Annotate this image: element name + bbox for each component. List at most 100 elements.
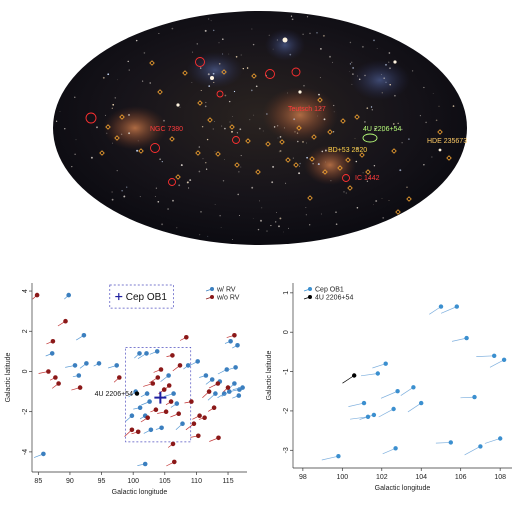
sky-diamond-marker [445,70,451,76]
data-point [206,389,212,394]
data-point [213,391,218,396]
data-point [189,399,194,404]
sky-diamond-marker [337,165,343,171]
sky-star [228,53,230,55]
sky-star [375,200,378,202]
data-point [191,421,197,427]
sky-star [317,115,318,117]
sky-diamond-marker [149,60,155,66]
x-tick-label: 110 [191,478,202,485]
sky-diamond-marker [221,69,227,75]
sky-diamond-marker [105,124,111,130]
sky-star [207,235,209,237]
sky-map-stars [55,15,455,241]
proper-motion-vector [435,442,451,444]
sky-star [330,180,332,182]
sky-star [343,191,345,193]
data-point [211,405,217,411]
data-point [171,391,176,396]
proper-motion-vector [350,416,369,420]
sky-star [127,60,129,63]
sky-star [242,67,244,70]
sky-star [266,230,268,232]
sky-star [283,231,284,233]
data-point [72,363,78,368]
sky-star [161,223,164,226]
x-tick-label: 105 [159,478,171,485]
data-point [158,367,164,372]
proper-motion-vector [476,355,495,357]
data-point [137,351,142,356]
sky-star [349,71,350,72]
sky-star [369,177,371,179]
x-tick-label: 100 [127,478,139,485]
sky-bright-star [210,76,214,80]
sky-star [205,101,207,104]
sky-star [246,67,249,69]
data-point [154,349,160,354]
sky-diamond-marker [285,157,291,163]
sky-star [250,89,253,92]
sky-diamond-marker [229,124,235,130]
proper-motion-vector [321,455,339,461]
x-tick-label: 95 [98,478,106,485]
x-axis-label: Galactic longitude [375,485,431,492]
legend-marker [308,287,312,291]
sky-star [323,118,326,121]
sky-star [279,217,282,220]
legend-entry: w/ RV [216,287,236,294]
sky-diamond-marker [138,148,144,154]
sky-diamond-marker [379,225,385,231]
sky-star [111,191,113,193]
data-point [76,373,82,378]
y-axis-label: Galactic latitude [5,352,12,402]
sky-star [401,128,403,131]
data-point [161,387,167,392]
sky-star [212,29,215,32]
sky-diamond-marker [195,150,201,156]
sky-star [235,55,238,58]
data-point [129,413,135,419]
sky-target-marker [362,133,378,143]
sky-star [305,207,307,208]
sky-star [149,82,151,84]
sky-star [423,86,425,89]
sky-diamond-marker [354,114,360,120]
x-tick-label: 100 [336,474,348,481]
data-point [176,411,181,417]
data-point [383,361,388,366]
sky-star [361,45,364,48]
sky-diamond-marker [207,117,213,123]
legend-marker [308,295,312,299]
sky-star [408,138,410,140]
data-point [411,385,416,390]
sky-star [112,142,113,144]
sky-bright-star [298,90,302,94]
data-point [225,385,231,390]
sky-star [258,200,261,202]
sky-star [290,15,293,17]
sky-star [261,207,263,209]
data-point [172,459,177,465]
sky-star [75,139,77,141]
sky-star [352,73,354,75]
x-axis-label: Galactic longitude [112,489,168,496]
data-point [352,373,357,378]
sky-star [128,132,131,135]
sky-star [393,123,395,125]
sky-star [288,227,289,229]
sky-star [332,61,334,63]
sky-diamond-marker [391,148,397,154]
data-point [371,412,377,418]
sky-star [114,97,116,99]
sky-star [214,151,216,153]
data-point [117,375,122,380]
sky-star [252,43,255,46]
data-point [195,359,200,364]
sky-star [214,120,215,122]
sky-star [155,187,158,189]
sky-star [222,53,224,55]
sky-star [297,140,299,143]
y-tick-label: 1 [283,291,290,295]
sky-star [351,83,353,85]
